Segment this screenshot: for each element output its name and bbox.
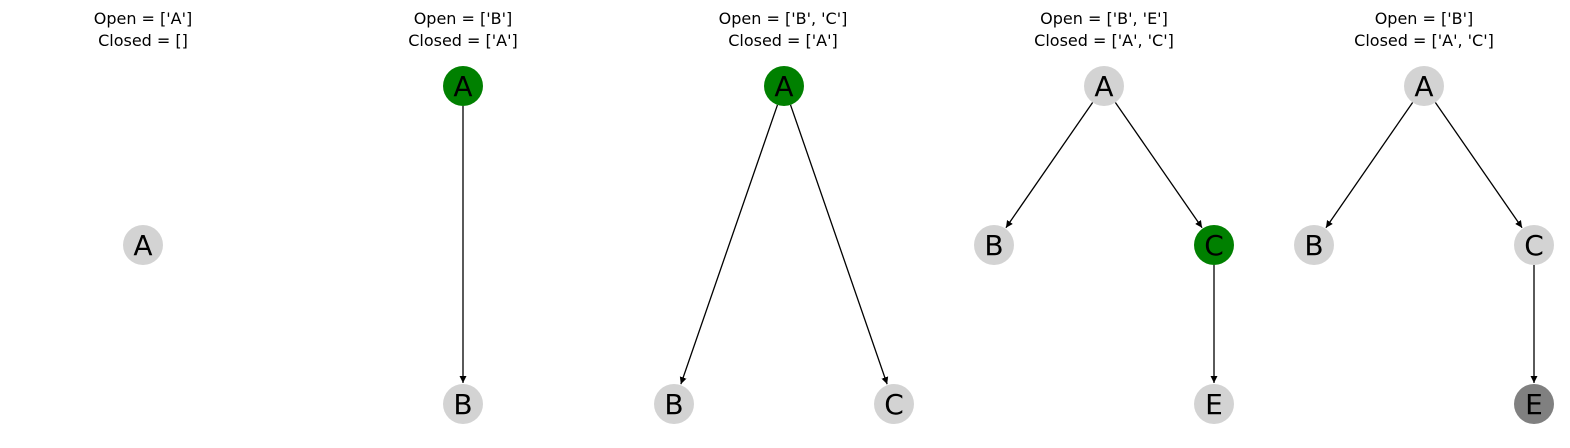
node-label: A [453, 70, 472, 103]
node-B: B [654, 384, 694, 424]
node-B: B [974, 225, 1014, 265]
node-B: B [1294, 225, 1334, 265]
node-circle [123, 225, 163, 265]
node-label: B [984, 229, 1003, 262]
node-label: A [133, 229, 152, 262]
node-A: A [1404, 66, 1444, 106]
open-list-label: Open = ['B'] [414, 9, 513, 28]
node-A: A [123, 225, 163, 265]
edge-A-B [1005, 102, 1094, 229]
edge-A-C [1114, 102, 1203, 229]
node-circle [1404, 66, 1444, 106]
node-label: C [1524, 229, 1544, 262]
panel-step-1: Open = ['A'] Closed = [] A [94, 9, 193, 265]
closed-list-label: Closed = ['A', 'C'] [1034, 31, 1174, 50]
node-circle [974, 225, 1014, 265]
node-label: C [884, 388, 904, 421]
node-label: E [1205, 388, 1223, 421]
panel-step-5: Open = ['B'] Closed = ['A', 'C'] A B C E [1294, 9, 1554, 424]
closed-list-label: Closed = ['A'] [408, 31, 518, 50]
node-label: B [664, 388, 683, 421]
node-E: E [1194, 384, 1234, 424]
node-circle [1194, 384, 1234, 424]
open-list-label: Open = ['B', 'C'] [719, 9, 848, 28]
node-circle [874, 384, 914, 424]
node-circle [1294, 225, 1334, 265]
node-C: C [1194, 225, 1234, 265]
node-label: E [1525, 388, 1543, 421]
node-circle [1194, 225, 1234, 265]
node-label: B [1304, 229, 1323, 262]
open-list-label: Open = ['B'] [1375, 9, 1474, 28]
edge-A-B [679, 104, 779, 385]
node-circle [1514, 225, 1554, 265]
closed-list-label: Closed = ['A'] [728, 31, 838, 50]
edge-A-C [789, 104, 889, 385]
node-A: A [1084, 66, 1124, 106]
closed-list-label: Closed = [] [98, 31, 188, 50]
panel-step-4: Open = ['B', 'E'] Closed = ['A', 'C'] A B C E [974, 9, 1234, 424]
node-label: B [453, 388, 472, 421]
edge-A-B [1325, 102, 1414, 229]
node-A: A [443, 66, 483, 106]
node-circle [764, 66, 804, 106]
open-list-label: Open = ['B', 'E'] [1040, 9, 1168, 28]
panel-step-2: Open = ['B'] Closed = ['A'] A B [408, 9, 518, 424]
node-C: C [1514, 225, 1554, 265]
node-label: A [1414, 70, 1433, 103]
panel-step-3: Open = ['B', 'C'] Closed = ['A'] A B C [654, 9, 914, 424]
node-circle [1084, 66, 1124, 106]
open-list-label: Open = ['A'] [94, 9, 193, 28]
node-circle [443, 384, 483, 424]
node-circle [443, 66, 483, 106]
edge-A-C [1434, 102, 1523, 229]
node-circle [654, 384, 694, 424]
node-C: C [874, 384, 914, 424]
node-label: C [1204, 229, 1224, 262]
node-E: E [1514, 384, 1554, 424]
node-circle [1514, 384, 1554, 424]
node-label: A [1094, 70, 1113, 103]
node-A: A [764, 66, 804, 106]
node-label: A [774, 70, 793, 103]
node-B: B [443, 384, 483, 424]
closed-list-label: Closed = ['A', 'C'] [1354, 31, 1494, 50]
